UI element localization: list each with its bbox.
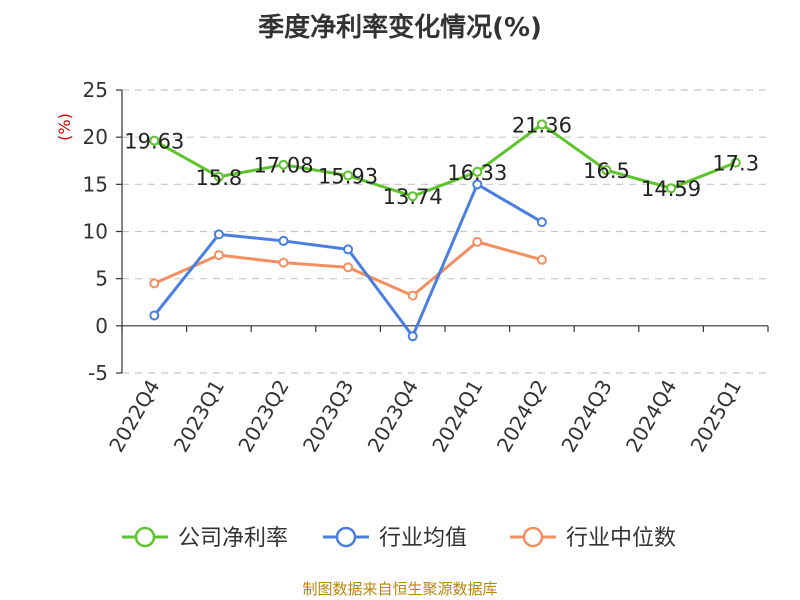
- data-label: 15.93: [318, 165, 378, 189]
- x-tick-label: 2024Q2: [492, 376, 552, 457]
- data-point: [343, 244, 354, 255]
- x-tick-label: 2023Q2: [233, 376, 293, 457]
- data-point: [407, 191, 418, 202]
- data-point: [407, 331, 418, 342]
- y-tick-label: 5: [95, 267, 108, 291]
- data-point: [213, 250, 224, 261]
- data-label: 21.36: [512, 113, 572, 137]
- data-point: [149, 310, 160, 321]
- series-line-0: [153, 122, 737, 198]
- y-unit-label: (%): [55, 113, 74, 141]
- y-tick-label: 0: [95, 314, 108, 338]
- data-point: [472, 179, 483, 190]
- x-tick-label: 2023Q3: [298, 376, 358, 457]
- data-label: 14.59: [641, 177, 701, 201]
- x-tick-label: 2023Q4: [363, 376, 423, 457]
- x-tick-label: 2022Q4: [104, 376, 164, 457]
- data-point: [149, 278, 160, 289]
- legend-swatch-marker: [522, 526, 544, 548]
- data-point: [343, 170, 354, 181]
- data-point: [343, 262, 354, 273]
- data-point: [213, 171, 224, 182]
- y-tick-label: 10: [83, 220, 108, 244]
- data-label: 16.33: [447, 161, 507, 185]
- series-group: [149, 119, 741, 342]
- data-label: 17.08: [253, 154, 313, 178]
- legend-swatch-marker: [335, 526, 357, 548]
- legend-label: 公司净利率: [178, 526, 288, 551]
- x-tick-labels: 2022Q4 2023Q1 2023Q2 2023Q3 2023Q4 2024Q1 2024…: [104, 376, 746, 457]
- data-point: [730, 157, 741, 168]
- data-point: [536, 119, 547, 130]
- data-label: 16.5: [583, 159, 630, 183]
- data-point: [149, 135, 160, 146]
- y-tick-label: 20: [83, 125, 108, 149]
- data-point: [536, 217, 547, 228]
- x-tick-label: 2024Q1: [427, 376, 487, 457]
- x-tick-label: 2023Q1: [169, 376, 229, 457]
- data-point: [536, 254, 547, 265]
- legend-swatch-marker: [134, 526, 156, 548]
- y-tick-label: -5: [88, 361, 108, 385]
- x-tick-label: 2024Q4: [621, 376, 681, 457]
- data-label: 17.3: [712, 152, 759, 176]
- legend: 公司净利率 行业均值 行业中位数: [122, 526, 676, 551]
- data-point: [278, 235, 289, 246]
- data-point: [278, 159, 289, 170]
- series-line-1: [153, 182, 543, 338]
- data-point: [472, 236, 483, 247]
- y-tick-label: 25: [83, 78, 108, 102]
- y-tick-label: 15: [83, 172, 108, 196]
- data-label: 13.74: [383, 185, 443, 209]
- data-point: [601, 165, 612, 176]
- data-label: 19.63: [124, 130, 184, 154]
- data-point: [407, 290, 418, 301]
- data-point: [472, 166, 483, 177]
- legend-label: 行业均值: [379, 526, 467, 551]
- data-point: [213, 229, 224, 240]
- axes: [116, 89, 769, 374]
- y-tick-labels: 25 20 15 10 5 0 -5: [83, 78, 108, 385]
- data-point: [278, 257, 289, 268]
- chart-title: 季度净利率变化情况(%): [258, 12, 542, 43]
- x-tick-label: 2025Q1: [686, 376, 746, 457]
- data-point: [666, 183, 677, 194]
- source-note: 制图数据来自恒生聚源数据库: [302, 580, 497, 598]
- legend-label: 行业中位数: [566, 526, 676, 551]
- data-label: 15.8: [196, 166, 243, 190]
- x-tick-label: 2024Q3: [556, 376, 616, 457]
